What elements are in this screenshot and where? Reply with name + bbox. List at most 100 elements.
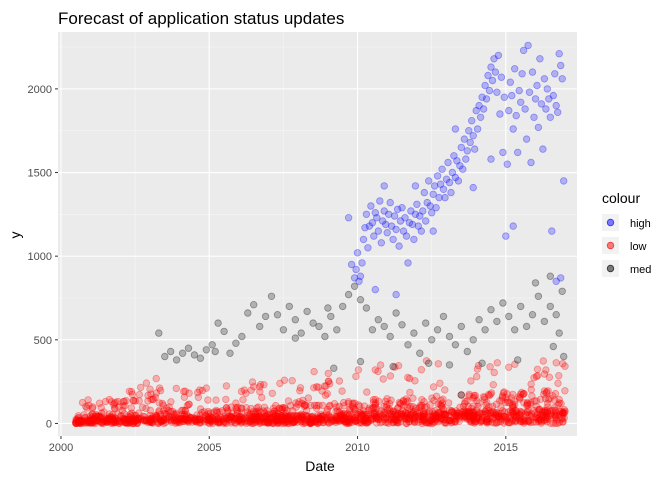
data-point-low xyxy=(420,398,428,406)
data-point-low xyxy=(552,409,560,417)
data-point-low xyxy=(455,414,463,422)
data-point-low xyxy=(430,414,439,422)
data-point-low xyxy=(256,413,264,421)
data-point-low xyxy=(399,396,407,405)
data-point-low xyxy=(467,413,475,421)
data-point-med xyxy=(481,326,489,334)
data-point-low xyxy=(386,372,395,380)
data-point-low xyxy=(260,407,268,415)
data-point-low xyxy=(147,395,155,403)
data-point-low xyxy=(78,417,86,425)
data-point-low xyxy=(263,418,272,427)
data-point-low xyxy=(464,412,472,420)
data-point-low xyxy=(205,419,214,428)
data-point-low xyxy=(497,417,505,426)
data-point-low xyxy=(142,379,151,387)
data-point-low xyxy=(127,412,135,420)
data-point-low xyxy=(324,377,333,385)
data-point-low xyxy=(387,412,395,421)
data-point-low xyxy=(131,397,139,405)
data-point-low xyxy=(324,414,332,422)
data-point-low xyxy=(269,419,278,428)
data-point-low xyxy=(353,417,361,425)
data-point-low xyxy=(471,391,480,400)
data-point-low xyxy=(428,394,436,402)
data-point-high xyxy=(511,65,519,73)
data-point-low xyxy=(461,412,469,420)
data-point-low xyxy=(237,418,246,426)
data-point-low xyxy=(407,411,415,419)
data-point-high xyxy=(482,95,491,103)
data-point-med xyxy=(517,302,525,311)
data-point-med xyxy=(321,332,329,341)
data-point-low xyxy=(441,418,449,426)
data-point-low xyxy=(517,417,526,426)
data-point-low xyxy=(119,398,127,406)
data-point-med xyxy=(208,341,216,349)
data-point-low xyxy=(286,415,294,423)
data-point-low xyxy=(361,414,370,423)
data-point-high xyxy=(534,123,543,132)
data-point-low xyxy=(321,391,330,399)
data-point-high xyxy=(466,138,474,147)
data-point-low xyxy=(430,410,438,418)
data-point-med xyxy=(291,316,299,324)
data-point-low xyxy=(330,416,338,424)
data-point-low xyxy=(451,417,459,426)
data-point-low xyxy=(470,393,478,401)
data-point-low xyxy=(469,408,477,416)
data-point-low xyxy=(378,411,386,420)
data-point-low xyxy=(344,399,353,407)
y-axis-title: y xyxy=(7,232,23,239)
data-point-low xyxy=(270,416,278,425)
data-point-low xyxy=(124,415,132,423)
data-point-high xyxy=(365,222,374,230)
data-point-low xyxy=(476,418,485,427)
data-point-low xyxy=(473,414,481,423)
data-point-low xyxy=(452,411,461,419)
data-point-low xyxy=(109,415,117,423)
data-point-low xyxy=(477,409,485,417)
data-point-low xyxy=(83,404,91,412)
data-point-low xyxy=(274,416,283,424)
data-point-low xyxy=(125,416,133,425)
data-point-low xyxy=(97,404,105,412)
data-point-low xyxy=(247,386,255,394)
data-point-low xyxy=(85,417,93,425)
data-point-low xyxy=(508,416,517,424)
data-point-low xyxy=(160,416,168,424)
data-point-high xyxy=(447,188,455,197)
data-point-low xyxy=(525,418,533,426)
data-point-low xyxy=(384,419,393,427)
data-point-low xyxy=(121,419,130,427)
data-point-low xyxy=(527,386,535,394)
data-point-low xyxy=(556,407,564,415)
data-point-low xyxy=(359,416,367,424)
y-tick-label: 1500 xyxy=(28,168,52,180)
data-point-med xyxy=(546,302,554,311)
data-point-low xyxy=(494,412,503,421)
data-point-low xyxy=(504,418,513,427)
data-point-low xyxy=(492,419,500,427)
data-point-med xyxy=(339,302,347,311)
data-point-high xyxy=(355,277,363,285)
data-point-low xyxy=(255,417,264,425)
data-point-low xyxy=(441,419,449,427)
data-point-low xyxy=(465,392,473,400)
data-point-low xyxy=(310,367,318,376)
data-point-high xyxy=(450,152,458,160)
data-point-low xyxy=(337,410,345,418)
data-point-low xyxy=(222,414,231,422)
data-point-low xyxy=(376,361,385,369)
data-point-med xyxy=(522,322,531,331)
data-point-low xyxy=(280,419,288,428)
data-point-low xyxy=(170,411,179,419)
data-point-low xyxy=(534,406,543,415)
data-point-low xyxy=(534,414,543,422)
data-point-low xyxy=(105,413,113,421)
data-point-low xyxy=(246,417,254,426)
data-point-high xyxy=(370,232,378,240)
data-point-low xyxy=(374,367,382,376)
data-point-high xyxy=(347,260,356,269)
data-point-high xyxy=(358,259,366,267)
